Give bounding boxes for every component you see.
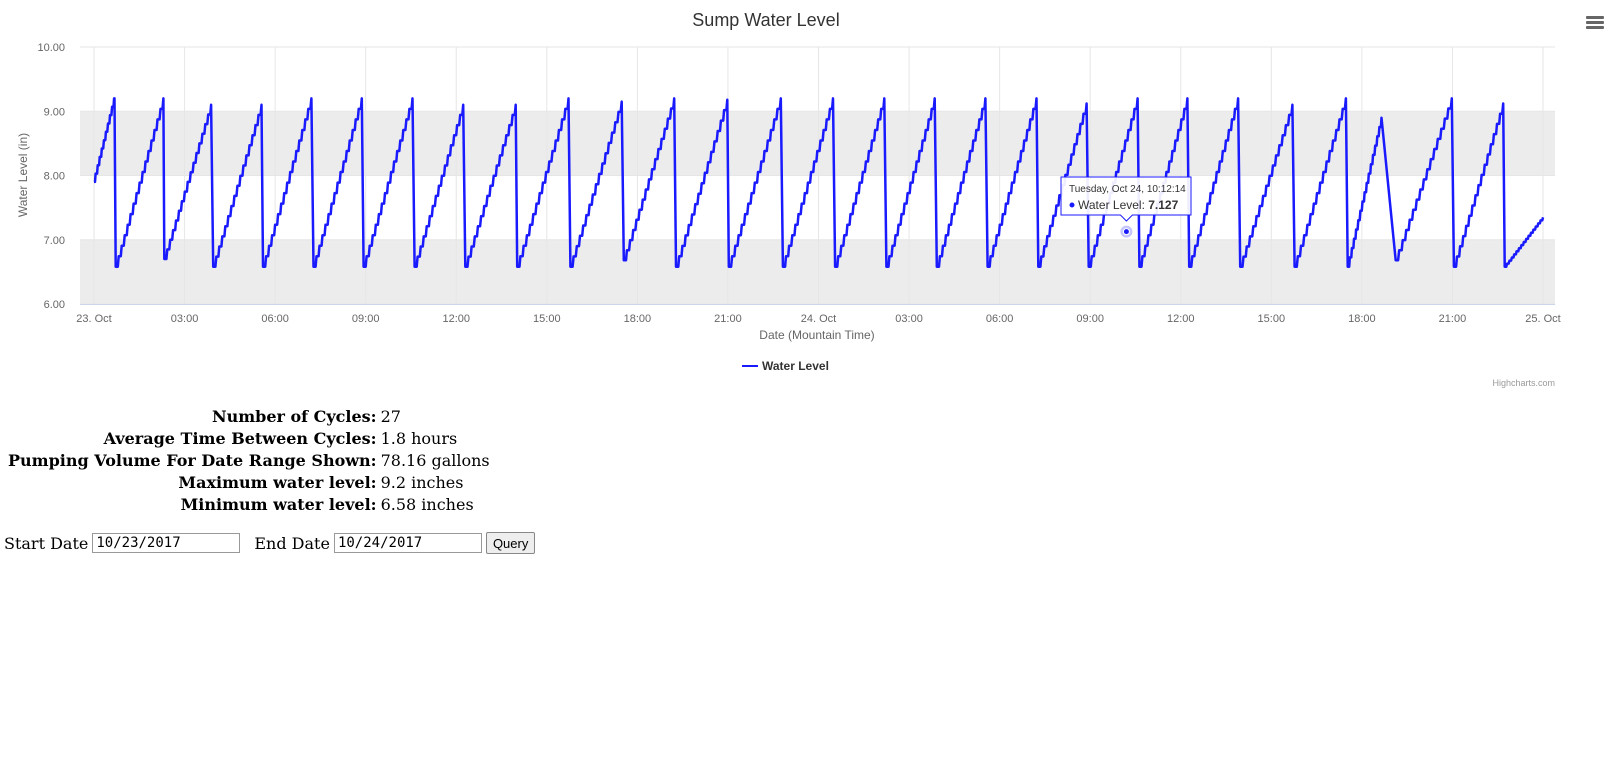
y-tick-label: 6.00 [44, 299, 65, 311]
stat-label: Maximum water level: [178, 472, 377, 492]
series-line-water-level [93, 97, 1545, 268]
chart-title: Sump Water Level [692, 10, 839, 30]
tooltip-series-name: Water Level: [1078, 198, 1148, 212]
start-date-label: Start Date [4, 533, 89, 553]
stat-label: Pumping Volume For Date Range Shown: [8, 450, 377, 470]
tooltip-value-line: Water Level: 7.127 [1078, 198, 1179, 212]
x-tick-label: 18:00 [624, 313, 652, 325]
x-tick-label: 12:00 [442, 313, 470, 325]
date-query-form: Start Date End Date Query [4, 532, 536, 554]
stats-panel: Number of Cycles: 27 Average Time Between … [0, 405, 490, 515]
tooltip-box [1060, 176, 1192, 222]
stat-value: 6.58 inches [380, 494, 474, 514]
x-tick-label: 06:00 [261, 313, 289, 325]
plot-band [80, 239, 1555, 304]
stat-label: Number of Cycles: [211, 406, 377, 426]
stat-row: Average Time Between Cycles: 1.8 hours [0, 427, 490, 449]
y-tick-label: 8.00 [44, 171, 65, 183]
x-tick-label: 06:00 [986, 313, 1014, 325]
x-tick-label: 21:00 [1439, 313, 1467, 325]
x-tick-label: 15:00 [533, 313, 561, 325]
x-tick-label: 09:00 [352, 313, 380, 325]
y-axis-title: Water Level (in) [16, 133, 30, 217]
x-axis-title: Date (Mountain Time) [759, 328, 874, 342]
y-tick-label: 10.00 [37, 42, 65, 54]
x-tick-label: 03:00 [171, 313, 199, 325]
stat-label: Average Time Between Cycles: [103, 428, 377, 448]
tooltip-value: 7.127 [1148, 198, 1178, 212]
stat-value: 27 [380, 406, 401, 426]
hamburger-menu-icon[interactable] [1584, 14, 1606, 36]
hover-point [1122, 228, 1130, 236]
tooltip-date: Tuesday, Oct 24, 10:12:14 [1069, 184, 1186, 195]
stat-row: Number of Cycles: 27 [0, 405, 490, 427]
x-tick-label: 15:00 [1258, 313, 1286, 325]
x-tick-label: 23. Oct [76, 313, 111, 325]
highcharts-credits: Highcharts.com [1492, 378, 1555, 388]
chart-container: 6.00 7.00 8.00 9.00 10.00 23. Oct 03:00 06:00 09… [16, 10, 1606, 388]
x-tick-label: 25. Oct [1525, 313, 1560, 325]
stat-row: Minimum water level: 6.58 inches [0, 493, 490, 515]
water-level-chart: 6.00 7.00 8.00 9.00 10.00 23. Oct 03:00 06:00 09… [16, 10, 1561, 388]
x-tick-label: 21:00 [714, 313, 742, 325]
query-button[interactable]: Query [485, 532, 536, 554]
stat-value: 9.2 inches [380, 472, 464, 492]
x-tick-label: 24. Oct [801, 313, 836, 325]
y-tick-label: 7.00 [44, 235, 65, 247]
end-date-input[interactable] [333, 533, 482, 553]
legend-item-water-level: Water Level [762, 359, 829, 373]
x-tick-label: 09:00 [1076, 313, 1104, 325]
stat-label: Minimum water level: [180, 494, 377, 514]
stat-row: Maximum water level: 9.2 inches [0, 471, 490, 493]
x-tick-label: 03:00 [895, 313, 923, 325]
plot-band [80, 111, 1555, 176]
start-date-input[interactable] [92, 533, 241, 553]
end-date-label: End Date [254, 533, 330, 553]
stat-row: Pumping Volume For Date Range Shown: 78.1… [0, 449, 490, 471]
x-tick-label: 12:00 [1167, 313, 1195, 325]
stat-value: 1.8 hours [380, 428, 458, 448]
tooltip-series-dot [1069, 202, 1075, 208]
stat-value: 78.16 gallons [380, 450, 490, 470]
x-tick-label: 18:00 [1348, 313, 1376, 325]
y-tick-label: 9.00 [44, 106, 65, 118]
